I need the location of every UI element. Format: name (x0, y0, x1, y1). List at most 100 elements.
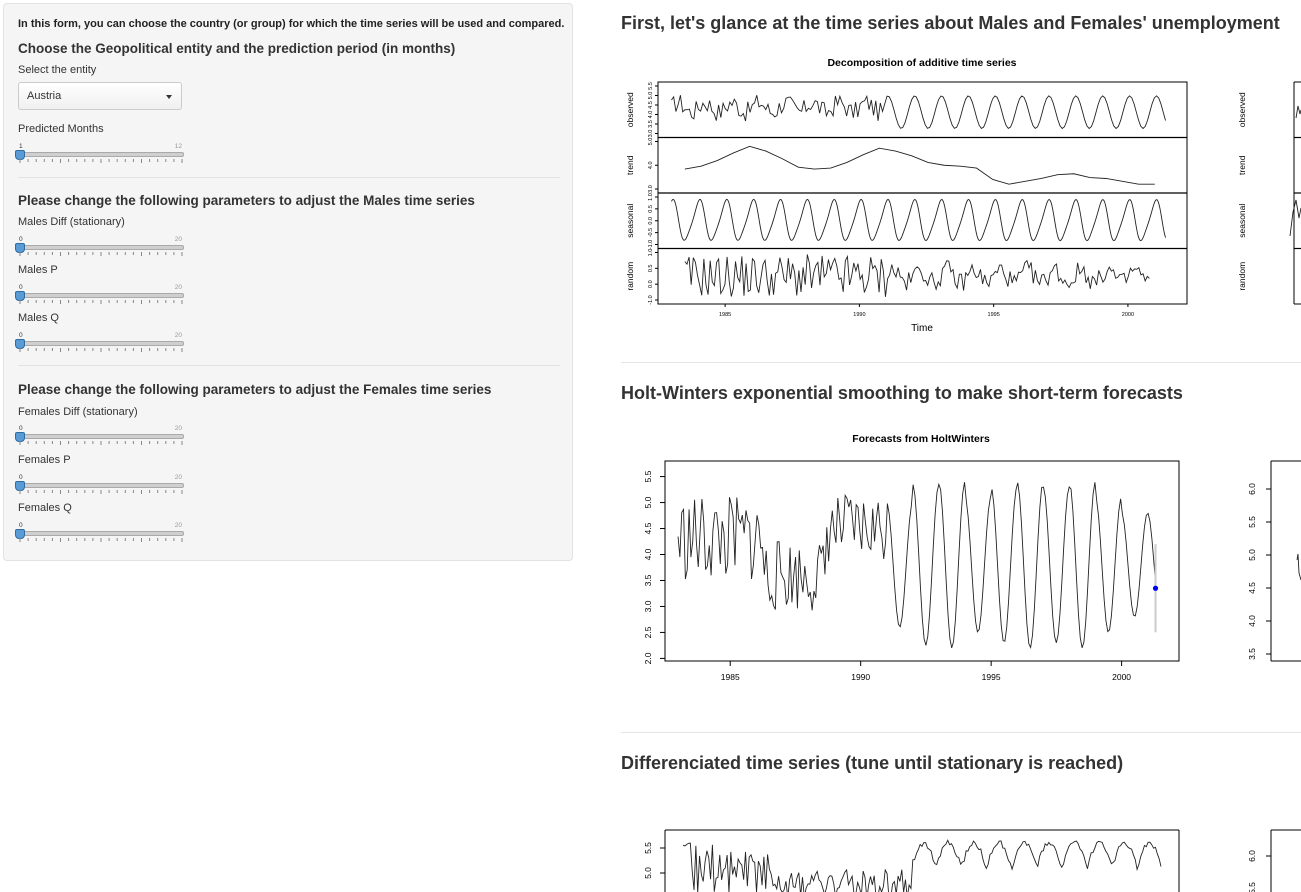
slider-ticks (19, 300, 183, 304)
trend-series (684, 145, 1155, 185)
y-tick-label: 0.5 (648, 205, 654, 213)
slider-min-label: 0 (19, 474, 23, 481)
slider-min-label: 0 (19, 236, 23, 243)
y-tick-label: 3.0 (643, 600, 653, 612)
y-tick-label: 5.0 (648, 92, 654, 100)
section-males-title: Please change the following parameters t… (18, 193, 475, 208)
slider-min-label: 0 (19, 284, 23, 291)
divider (18, 365, 560, 366)
panel-label-trend: trend (625, 155, 635, 175)
slider-track[interactable] (19, 434, 184, 439)
females-p-label: Females P (18, 454, 71, 466)
males-p-slider[interactable]: 0 20 (15, 284, 186, 308)
y-tick-label: 4.0 (1247, 615, 1257, 627)
y-tick-label: 5.5 (648, 82, 654, 90)
slider-min-label: 1 (19, 143, 23, 150)
y-tick-label: 4.0 (643, 548, 653, 560)
observed-series (671, 94, 1166, 130)
slider-ticks (19, 538, 183, 542)
input-panel: In this form, you can choose the country… (3, 3, 573, 561)
slider-track[interactable] (19, 152, 184, 157)
y-tick-label: 4.5 (648, 101, 654, 109)
y-tick-label: 5.0 (648, 138, 654, 146)
slider-track[interactable] (19, 293, 184, 298)
divider (621, 362, 1301, 363)
x-tick-label: 1990 (853, 312, 865, 318)
males-diff-label: Males Diff (stationary) (18, 216, 125, 228)
section-timeseries-title: First, let's glance at the time series a… (621, 13, 1280, 33)
males-p-label: Males P (18, 264, 58, 276)
y-tick-label: 1.0 (648, 249, 654, 257)
x-tick-label: 1995 (988, 312, 1000, 318)
y-tick-label: 0.0 (648, 217, 654, 225)
y-tick-label: -1.0 (648, 295, 654, 304)
y-tick-label: 6.0 (1247, 850, 1257, 862)
slider-track[interactable] (19, 483, 184, 488)
predicted-months-label: Predicted Months (18, 123, 104, 135)
y-tick-label: -1.0 (648, 240, 654, 249)
entity-select-value: Austria (27, 90, 62, 102)
holtwinters-series (1296, 553, 1301, 581)
panel-label-random: random (1237, 262, 1247, 291)
seasonal-series (1289, 199, 1301, 237)
chart-title: Decomposition of additive time series (827, 57, 1016, 69)
divider (621, 732, 1301, 733)
seasonal-series (671, 198, 1166, 242)
plot-frame (664, 460, 1180, 662)
slider-ticks (19, 252, 183, 256)
section-females-title: Please change the following parameters t… (18, 382, 492, 397)
caret-down-icon (166, 95, 172, 99)
differenced-plot: 5.0 5.5 6.0 5.5 (621, 828, 1301, 892)
y-tick-label: 4.5 (643, 522, 653, 534)
y-tick-label: 3.5 (648, 120, 654, 128)
entity-select[interactable]: Austria (18, 82, 182, 110)
y-tick-label: 4.0 (648, 111, 654, 119)
forecast-point (1152, 585, 1159, 591)
panel-label-observed: observed (625, 92, 635, 127)
slider-ticks (19, 348, 183, 352)
males-q-slider[interactable]: 0 20 (15, 332, 186, 356)
slider-max-label: 20 (174, 332, 182, 339)
y-tick-label: 0.5 (648, 265, 654, 273)
y-tick-label: 5.5 (643, 470, 653, 482)
females-q-label: Females Q (18, 502, 72, 514)
slider-ticks (19, 441, 183, 445)
x-tick-label: 1985 (719, 312, 731, 318)
y-tick-label: 3.0 (648, 130, 654, 138)
slider-track[interactable] (19, 245, 184, 250)
panel-label-trend: trend (1237, 155, 1247, 175)
slider-track[interactable] (19, 341, 184, 346)
differenced-series (682, 839, 1162, 892)
x-tick-label: 1990 (851, 672, 870, 682)
predicted-months-slider[interactable]: 1 12 (15, 143, 186, 167)
output-panel: First, let's glance at the time series a… (621, 0, 1301, 892)
random-series (684, 254, 1150, 297)
observed-series (1295, 105, 1301, 119)
slider-max-label: 20 (174, 284, 182, 291)
y-tick-label: 5.0 (643, 867, 653, 879)
panel-label-random: random (625, 262, 635, 291)
y-tick-label: 4.0 (648, 161, 654, 169)
y-tick-label: 5.0 (643, 496, 653, 508)
panel-label-seasonal: seasonal (625, 204, 635, 238)
slider-min-label: 0 (19, 522, 23, 529)
males-diff-slider[interactable]: 0 20 (15, 236, 186, 260)
decomposition-plot: Decomposition of additive time series Ti… (621, 50, 1301, 340)
y-tick-label: 2.5 (643, 626, 653, 638)
males-q-label: Males Q (18, 312, 59, 324)
y-tick-label: 5.5 (1247, 516, 1257, 528)
panel-label-observed: observed (1237, 92, 1247, 127)
chart-title: Forecasts from HoltWinters (852, 433, 990, 445)
y-tick-label: 6.0 (1247, 483, 1257, 495)
slider-track[interactable] (19, 531, 184, 536)
y-tick-label: 1.0 (648, 193, 654, 201)
x-axis-label: Time (911, 323, 933, 334)
females-q-slider[interactable]: 0 20 (15, 522, 186, 546)
x-tick-label: 2000 (1122, 312, 1134, 318)
slider-max-label: 20 (174, 522, 182, 529)
females-p-slider[interactable]: 0 20 (15, 474, 186, 498)
females-diff-label: Females Diff (stationary) (18, 406, 138, 418)
slider-max-label: 12 (174, 143, 182, 150)
slider-max-label: 20 (174, 425, 182, 432)
females-diff-slider[interactable]: 0 20 (15, 425, 186, 449)
